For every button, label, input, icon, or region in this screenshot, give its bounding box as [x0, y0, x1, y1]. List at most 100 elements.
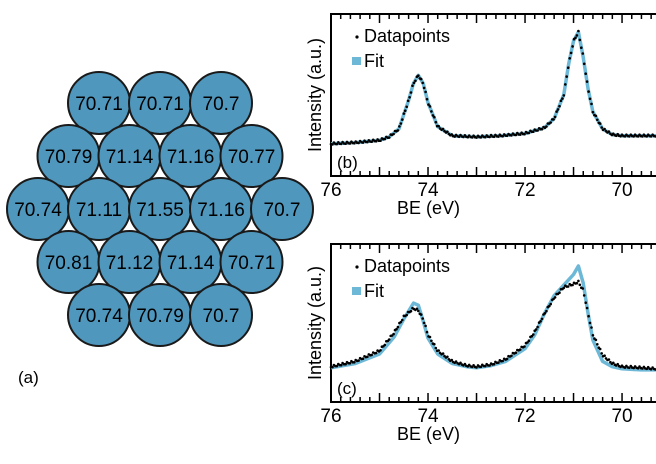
datapoint [433, 115, 436, 119]
legend-fit-swatch [352, 287, 361, 295]
datapoint [575, 281, 579, 285]
datapoint [603, 127, 606, 131]
x-axis-title: BE (eV) [397, 198, 460, 218]
datapoint [505, 134, 509, 138]
datapoint [401, 318, 404, 322]
datapoints-series [329, 29, 656, 146]
datapoint [574, 36, 577, 40]
datapoint [590, 326, 593, 329]
datapoint [556, 108, 560, 111]
datapoint [431, 114, 435, 117]
datapoint [374, 140, 378, 143]
plot-frame [330, 243, 656, 403]
datapoint [409, 91, 413, 94]
datapoint [584, 72, 587, 75]
hex-cell-value: 70.74 [14, 200, 62, 221]
datapoint [401, 118, 404, 121]
datapoint [501, 135, 505, 138]
datapoint [532, 130, 535, 133]
datapoint [580, 46, 583, 49]
datapoint [339, 142, 343, 146]
datapoint [581, 287, 585, 290]
datapoint [594, 338, 598, 342]
plot-frame [330, 13, 656, 177]
datapoint [577, 29, 580, 33]
datapoint [649, 367, 653, 371]
x-tick-label: 76 [320, 180, 341, 201]
datapoint [424, 90, 427, 94]
datapoint [571, 283, 574, 287]
datapoint [549, 121, 552, 124]
datapoint [462, 135, 465, 139]
datapoint [607, 358, 611, 361]
datapoint [450, 358, 454, 362]
datapoint [421, 81, 425, 85]
fit-curve [330, 30, 656, 146]
datapoint [514, 351, 518, 355]
datapoint [600, 126, 603, 129]
datapoint [564, 83, 567, 86]
hex-cell-circle [250, 177, 314, 241]
datapoint [536, 325, 539, 329]
datapoint [392, 332, 395, 336]
datapoint [539, 320, 542, 323]
datapoint [379, 349, 382, 352]
datapoint [488, 364, 491, 367]
hex-cell-value: 70.77 [228, 147, 276, 168]
datapoint [532, 333, 535, 336]
datapoint [523, 132, 526, 136]
hex-cell-value: 70.79 [136, 306, 184, 327]
datapoint [441, 127, 445, 131]
datapoint [585, 306, 589, 310]
datapoint [543, 312, 547, 315]
datapoint [581, 52, 585, 55]
datapoint [527, 131, 531, 135]
legend-fit-label: Fit [364, 51, 384, 71]
datapoint [545, 125, 548, 128]
datapoint [339, 363, 343, 367]
datapoint [374, 351, 378, 355]
datapoint [415, 307, 419, 311]
x-tick-label: 72 [514, 406, 535, 427]
hex-cell-value: 71.14 [167, 253, 215, 274]
datapoint [331, 365, 334, 369]
datapoint [628, 366, 631, 370]
datapoint [475, 136, 478, 139]
datapoint [571, 45, 574, 48]
datapoint [425, 330, 429, 334]
datapoint [492, 135, 496, 139]
datapoint [409, 309, 413, 313]
hex-cell-value: 71.55 [136, 200, 184, 221]
hex-cell-value: 71.14 [106, 147, 154, 168]
datapoints-series [329, 279, 656, 371]
x-tick-label: 72 [514, 180, 535, 201]
datapoint [408, 96, 411, 99]
hex-cell-circle [219, 124, 284, 188]
datapoint [428, 335, 432, 339]
datapoint [628, 135, 631, 138]
hex-cell-value: 70.71 [136, 94, 184, 115]
datapoint [612, 361, 615, 365]
datapoint [446, 130, 449, 133]
datapoint [434, 346, 438, 350]
datapoint [395, 327, 398, 331]
datapoint [366, 355, 369, 359]
datapoint [501, 359, 505, 363]
panel-b-chart: 76 74 72 70 BE (eV) Intensity (a.u.) (b) Datapo… [305, 13, 656, 218]
datapoint [479, 365, 483, 369]
datapoint [497, 361, 500, 364]
datapoint [348, 362, 352, 365]
datapoint [553, 115, 557, 119]
datapoint [446, 355, 449, 359]
datapoint [366, 140, 369, 144]
datapoint [505, 357, 509, 361]
hex-cell-value: 70.71 [75, 94, 123, 115]
hex-cell-value: 70.74 [75, 306, 123, 327]
panel-c-chart: 76 74 72 70 BE (eV) Intensity (a.u.) (c) Datapo… [305, 243, 656, 444]
datapoint [591, 110, 595, 114]
datapoint [534, 328, 538, 331]
datapoint [387, 338, 391, 341]
datapoint [590, 102, 593, 106]
y-axis-title: Intensity (a.u.) [305, 266, 325, 380]
